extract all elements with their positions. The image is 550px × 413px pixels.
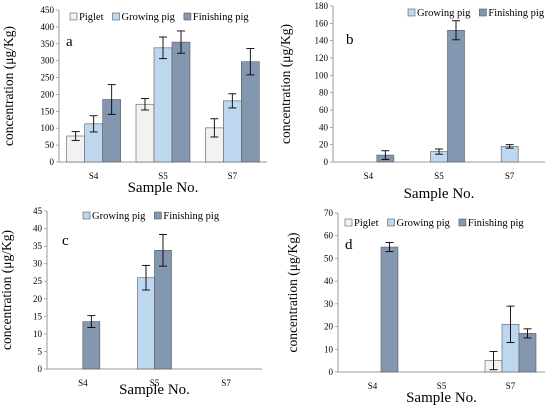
- bar-growing-pig-s7: [223, 100, 242, 163]
- bar-growing-pig-s7: [500, 146, 519, 163]
- y-tick-label: 250: [41, 73, 55, 83]
- y-tick-label: 60: [324, 231, 334, 241]
- x-axis-title: Sample No.: [128, 180, 199, 196]
- y-tick-label: 35: [33, 241, 43, 251]
- chart-panel-b: 0 20 40 60 80 100 120 140 160 180 S4 S5 S7 Growing pi…: [278, 1, 545, 202]
- x-tick-label: S4: [368, 381, 378, 391]
- y-tick-label: 40: [324, 276, 334, 286]
- y-tick-label: 20: [324, 322, 334, 332]
- x-tick-label: S7: [505, 171, 515, 181]
- bar-growing-pig-s5: [153, 47, 173, 163]
- y-tick-label: 15: [33, 311, 43, 321]
- y-tick-label: 0: [38, 364, 43, 374]
- y-tick-label: 70: [324, 208, 334, 218]
- legend-swatch-finishing-pig: [154, 211, 162, 220]
- y-tick-label: 120: [315, 53, 329, 63]
- chart-panel-d: 0 10 20 30 40 50 60 70 S4 S5 S7 Piglet Growing pig Fi…: [285, 208, 545, 406]
- y-tick-label: 200: [41, 89, 55, 99]
- x-tick-label: S7: [221, 378, 231, 388]
- x-tick-label: S5: [437, 381, 447, 391]
- y-tick-label: 60: [319, 105, 329, 115]
- chart-panel-c: 0 5 10 15 20 25 30 35 40 45 S4 S5 S7 Growing pig Finis…: [0, 206, 262, 398]
- x-axis-title: Sample No.: [119, 382, 190, 398]
- x-tick-label: S7: [506, 381, 516, 391]
- y-tick-label: 100: [41, 123, 55, 133]
- y-tick-label: 25: [33, 276, 43, 286]
- y-tick-label: 180: [315, 1, 329, 11]
- x-tick-label: S4: [89, 171, 99, 181]
- y-tick-label: 100: [315, 70, 329, 80]
- bar-piglet-s5: [135, 103, 155, 163]
- x-tick-label: S5: [158, 171, 168, 181]
- legend-swatch-growing-pig: [112, 12, 120, 21]
- legend-swatch-piglet: [69, 12, 78, 21]
- legend-label-growing-pig: Growing pig: [397, 218, 451, 229]
- legend-label-growing-pig: Growing pig: [417, 8, 471, 19]
- y-axis-title: concentration (μg/Kg): [278, 24, 293, 144]
- bar-finishing-pig-s4: [380, 246, 399, 373]
- x-tick-label: S5: [150, 378, 160, 388]
- x-tick-label: S4: [364, 171, 374, 181]
- y-tick-label: 5: [38, 346, 43, 356]
- y-tick-label: 45: [33, 206, 43, 216]
- y-tick-label: 0: [329, 367, 334, 377]
- y-tick-label: 350: [41, 39, 55, 49]
- y-tick-label: 400: [41, 22, 55, 32]
- legend-label-finishing-pig: Finishing pig: [468, 218, 524, 229]
- y-tick-label: 40: [33, 224, 43, 234]
- legend-label-growing-pig: Growing pig: [92, 211, 146, 222]
- x-axis-title: Sample No.: [406, 390, 477, 406]
- y-tick-label: 140: [315, 36, 329, 46]
- y-axis-title: concentration (μg/Kg): [1, 26, 16, 146]
- y-tick-label: 300: [41, 56, 55, 66]
- legend-label-finishing-pig: Finishing pig: [488, 8, 544, 19]
- y-tick-label: 80: [319, 88, 329, 98]
- legend-swatch-piglet: [344, 218, 353, 227]
- x-axis-title: Sample No.: [404, 186, 475, 202]
- y-tick-label: 450: [41, 5, 55, 15]
- bar-finishing-pig-s5: [447, 29, 465, 163]
- chart-panel-a: 0 50 100 150 200 250 300 350 400 450 S4 S5 S7 Piglet G…: [1, 5, 267, 196]
- y-tick-label: 50: [324, 253, 334, 263]
- panel-label: a: [66, 34, 73, 50]
- legend-label-finishing-pig: Finishing pig: [193, 12, 249, 23]
- bar-finishing-pig-s5: [171, 41, 191, 163]
- legend-swatch-growing-pig: [387, 218, 395, 227]
- legend-swatch-finishing-pig: [458, 218, 467, 227]
- y-axis-title: concentration (μg/Kg): [0, 230, 14, 350]
- y-tick-label: 0: [324, 157, 329, 167]
- panel-label: b: [346, 32, 354, 48]
- y-tick-label: 150: [41, 106, 55, 116]
- legend-label-finishing-pig: Finishing pig: [163, 211, 219, 222]
- legend-swatch-growing-pig: [82, 211, 91, 220]
- y-tick-label: 10: [324, 344, 334, 354]
- panel-label: c: [62, 233, 69, 249]
- bar-finishing-pig-s7: [518, 333, 537, 373]
- y-tick-label: 30: [33, 259, 43, 269]
- y-tick-label: 0: [50, 157, 55, 167]
- y-tick-label: 20: [33, 294, 43, 304]
- panel-label: d: [345, 237, 353, 253]
- y-tick-label: 30: [324, 299, 334, 309]
- x-tick-label: S5: [434, 171, 444, 181]
- legend-label-growing-pig: Growing pig: [122, 12, 176, 23]
- legend-label-piglet: Piglet: [354, 218, 379, 229]
- legend-swatch-finishing-pig: [479, 8, 487, 17]
- x-tick-label: S7: [228, 171, 238, 181]
- y-tick-label: 10: [33, 329, 43, 339]
- legend-label-piglet: Piglet: [79, 12, 104, 23]
- y-axis-title: concentration (μg/Kg): [285, 232, 300, 352]
- y-tick-label: 40: [319, 122, 329, 132]
- y-tick-label: 160: [315, 18, 329, 28]
- bar-growing-pig-s5: [137, 277, 155, 370]
- bar-finishing-pig-s4: [82, 321, 101, 370]
- x-tick-label: S4: [78, 378, 88, 388]
- legend-swatch-finishing-pig: [183, 12, 192, 21]
- y-tick-label: 20: [319, 140, 329, 150]
- y-tick-label: 50: [45, 140, 55, 150]
- bar-finishing-pig-s7: [241, 61, 260, 163]
- bar-finishing-pig-s5: [154, 250, 172, 370]
- legend-swatch-growing-pig: [407, 8, 416, 17]
